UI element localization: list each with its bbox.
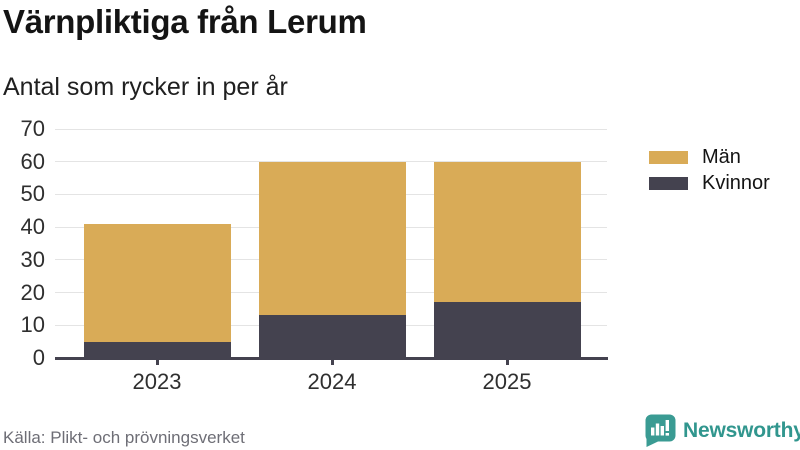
chart-legend: Män Kvinnor: [649, 146, 770, 198]
y-axis-tick-label: 70: [20, 116, 45, 141]
y-axis-tick-label: 40: [20, 214, 45, 240]
bar-segment-män-2024: [258, 161, 406, 316]
bar-segment-män-2023: [83, 223, 231, 342]
y-axis-tick-label: 20: [20, 279, 45, 305]
legend-swatch-man: [649, 151, 688, 164]
x-axis-tick: [330, 360, 334, 365]
legend-label-kvinnor: Kvinnor: [702, 172, 770, 194]
chart-title: Värnpliktiga från Lerum: [3, 3, 367, 40]
bar-segment-kvinnor-2025: [433, 302, 581, 358]
legend-item-man: Män: [649, 146, 770, 169]
x-axis-tick: [505, 360, 509, 365]
x-axis-label: 2024: [307, 369, 357, 394]
x-axis-line: [55, 357, 608, 360]
newsworthy-logo-icon: [644, 413, 677, 448]
legend-label-man: Män: [702, 146, 741, 168]
bar-segment-kvinnor-2023: [83, 341, 231, 358]
bar-segment-kvinnor-2024: [258, 315, 406, 358]
y-axis-tick-label: 0: [32, 345, 45, 370]
newsworthy-brand[interactable]: Newsworthy: [644, 413, 800, 448]
y-axis-tick-label: 10: [20, 312, 45, 338]
legend-swatch-kvinnor: [649, 177, 688, 190]
x-axis-tick: [155, 360, 159, 365]
source-text: Källa: Plikt- och prövningsverket: [3, 428, 245, 447]
x-axis-label: 2025: [482, 369, 532, 394]
x-axis-label: 2023: [132, 369, 182, 394]
legend-item-kvinnor: Kvinnor: [649, 172, 770, 195]
brand-name: Newsworthy: [683, 418, 800, 442]
y-axis-tick-label: 60: [20, 148, 45, 174]
bar-segment-män-2025: [433, 161, 581, 303]
y-gridline-70: [55, 128, 607, 130]
y-axis-tick-label: 30: [20, 246, 45, 272]
chart-subtitle: Antal som rycker in per år: [3, 73, 288, 101]
y-axis-tick-label: 50: [20, 181, 45, 207]
